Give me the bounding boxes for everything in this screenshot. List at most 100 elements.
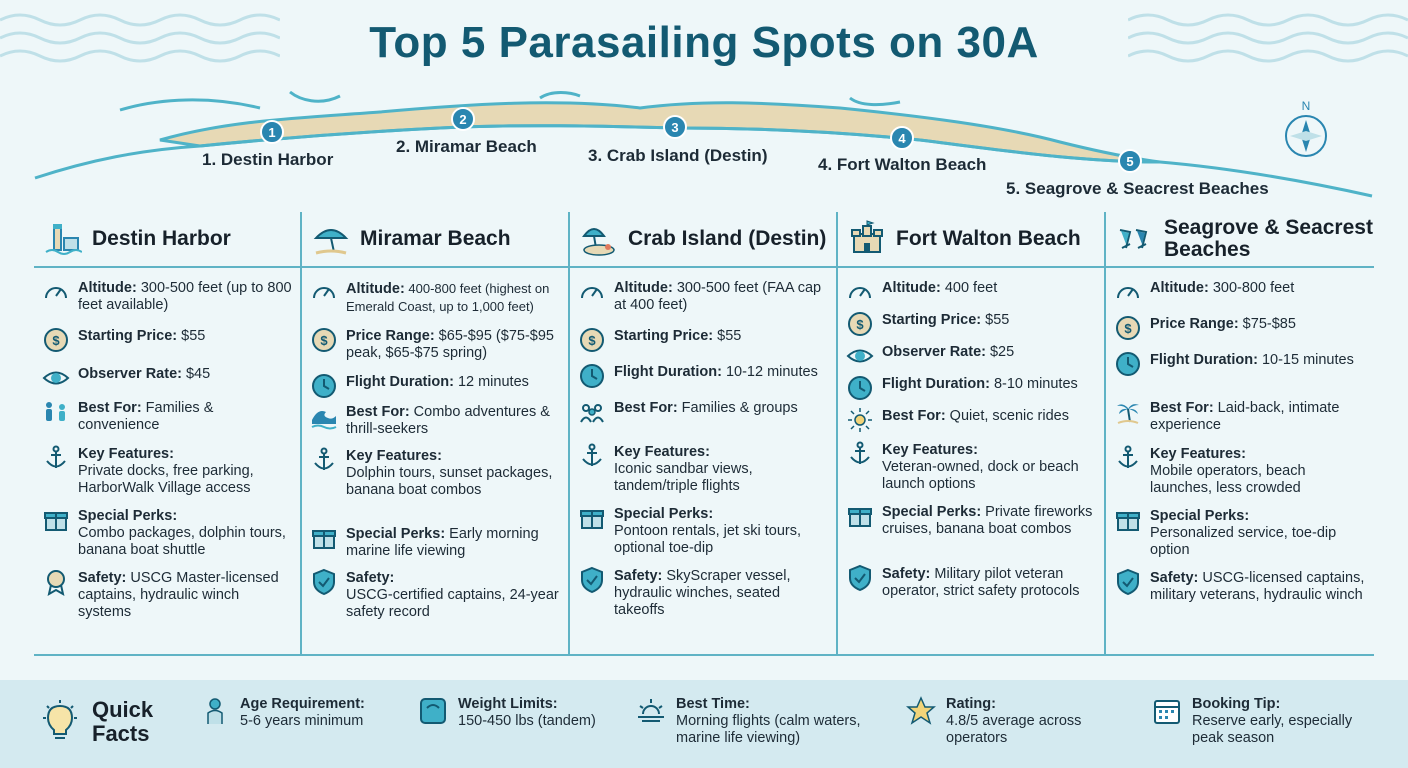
clock-icon bbox=[1116, 352, 1140, 376]
map-marker-1[interactable]: 1 bbox=[260, 120, 284, 144]
detail-label: Price Range: bbox=[346, 328, 435, 344]
fact-booking-tip: Booking Tip: Reserve early, especially pe… bbox=[1152, 696, 1372, 747]
star-icon bbox=[906, 696, 936, 725]
detail-key-features: Key Features: Veteran-owned, dock or beac… bbox=[846, 440, 1098, 502]
detail-value: Mobile operators, beach launches, less c… bbox=[1150, 463, 1306, 496]
gauge-icon bbox=[45, 287, 67, 299]
detail-price: $ Price Range: $75-$85 bbox=[1114, 314, 1368, 350]
map-label-miramar-beach: 2. Miramar Beach bbox=[396, 137, 537, 156]
detail-safety: Safety: USCG Master-licensed captains, h… bbox=[42, 568, 294, 621]
detail-key-features: Key Features: Mobile operators, beach lau… bbox=[1114, 444, 1368, 506]
detail-value: $55 bbox=[713, 328, 742, 344]
map-marker-4[interactable]: 4 bbox=[890, 126, 914, 150]
detail-altitude: Altitude: 400-800 feet (highest on Emera… bbox=[310, 278, 562, 326]
fact-label: Rating: bbox=[946, 696, 996, 712]
detail-label: Altitude: bbox=[78, 280, 137, 296]
gauge-icon bbox=[1117, 287, 1139, 299]
detail-label: Flight Duration: bbox=[1150, 352, 1258, 368]
detail-label: Key Features: bbox=[1150, 446, 1246, 462]
detail-value: 300-800 feet bbox=[1208, 280, 1295, 296]
detail-value: Military pilot veteran operator, strict … bbox=[882, 566, 1080, 599]
eye-icon bbox=[42, 371, 70, 385]
column-title: Destin Harbor bbox=[92, 227, 231, 250]
detail-label: Best For: bbox=[614, 400, 678, 416]
gift-icon bbox=[580, 510, 604, 529]
dollar-icon: $ bbox=[848, 312, 872, 336]
detail-best-for: Best For: Laid-back, intimate experience bbox=[1114, 398, 1368, 444]
detail-value: Combo adventures & thrill-seekers bbox=[346, 404, 550, 437]
detail-label: Special Perks: bbox=[78, 508, 178, 524]
detail-label: Best For: bbox=[78, 400, 142, 416]
detail-special-perks: Special Perks: Early morning marine life… bbox=[310, 524, 562, 568]
detail-best-for: Best For: Combo adventures & thrill-seek… bbox=[310, 402, 562, 446]
detail-label: Safety: bbox=[614, 568, 663, 584]
detail-label: Starting Price: bbox=[614, 328, 714, 344]
column-miramar-beach: Miramar Beach Altitude: 400-800 feet (hi… bbox=[302, 212, 570, 656]
quick-facts-band: Quick Facts Age Requirement: 5-6 years mi… bbox=[0, 680, 1408, 768]
detail-best-for: Best For: Quiet, scenic rides bbox=[846, 406, 1098, 440]
detail-value: $75-$85 bbox=[1238, 316, 1296, 332]
coastline-map: N 1 2 3 4 5 bbox=[34, 90, 1373, 198]
gift-icon bbox=[848, 508, 872, 527]
detail-value: Early morning marine life viewing bbox=[346, 526, 539, 559]
detail-value: Families & groups bbox=[677, 400, 798, 416]
fact-weight-limits: Weight Limits: 150-450 lbs (tandem) bbox=[418, 696, 596, 730]
map-label-fort-walton-beach: 4. Fort Walton Beach bbox=[818, 155, 987, 174]
svg-text:$: $ bbox=[588, 333, 596, 348]
detail-label: Key Features: bbox=[346, 448, 442, 464]
map-marker-2[interactable]: 2 bbox=[451, 107, 475, 131]
quick-facts-heading: Quick Facts bbox=[92, 697, 154, 746]
compass-letter: N bbox=[1302, 99, 1311, 113]
svg-text:$: $ bbox=[1124, 321, 1132, 336]
anchor-icon bbox=[850, 441, 870, 464]
detail-altitude: Altitude: 300-500 feet (up to 800 feet a… bbox=[42, 278, 294, 326]
detail-value: USCG-licensed captains, military veteran… bbox=[1150, 570, 1365, 603]
bay-inlet bbox=[119, 90, 901, 112]
dollar-icon: $ bbox=[580, 328, 604, 352]
gauge-icon bbox=[313, 287, 335, 299]
column-title: Seagrove & Seacrest Beaches bbox=[1164, 216, 1373, 261]
detail-best-for: Best For: Families & convenience bbox=[42, 398, 294, 444]
map-marker-3[interactable]: 3 bbox=[663, 115, 687, 139]
shield-icon bbox=[313, 568, 335, 596]
detail-key-features: Key Features: Iconic sandbar views, tande… bbox=[578, 442, 830, 504]
anchor-icon bbox=[1118, 445, 1138, 468]
detail-label: Key Features: bbox=[78, 446, 174, 462]
detail-flight-duration: Flight Duration: 10-15 minutes bbox=[1114, 350, 1368, 398]
column-header: Destin Harbor bbox=[34, 212, 300, 268]
compass-icon bbox=[1285, 115, 1327, 157]
column-details: Altitude: 300-500 feet (up to 800 feet a… bbox=[34, 268, 300, 621]
detail-value: Private docks, free parking, HarborWalk … bbox=[78, 463, 254, 496]
detail-special-perks: Special Perks: Private fireworks cruises… bbox=[846, 502, 1098, 564]
detail-label: Altitude: bbox=[1150, 280, 1209, 296]
detail-value: $65-$95 ($75-$95 peak, $65-$75 spring) bbox=[346, 328, 554, 361]
detail-label: Key Features: bbox=[614, 444, 710, 460]
scale-icon bbox=[420, 698, 446, 724]
detail-value: Combo packages, dolphin tours, banana bo… bbox=[78, 525, 286, 558]
column-title: Miramar Beach bbox=[360, 227, 511, 250]
lightbulb-icon bbox=[43, 700, 77, 739]
detail-value: Dolphin tours, sunset packages, banana b… bbox=[346, 465, 553, 498]
anchor-icon bbox=[582, 443, 602, 466]
detail-label: Altitude: bbox=[882, 280, 941, 296]
detail-flight-duration: Flight Duration: 12 minutes bbox=[310, 372, 562, 402]
fact-age-requirement: Age Requirement: 5-6 years minimum bbox=[200, 696, 365, 730]
wave-icon bbox=[311, 411, 337, 430]
detail-label: Flight Duration: bbox=[346, 374, 454, 390]
fact-value: Morning flights (calm waters, marine lif… bbox=[676, 713, 861, 746]
detail-label: Special Perks: bbox=[1150, 508, 1250, 524]
detail-value: 300-500 feet (up to 800 feet available) bbox=[78, 280, 292, 313]
detail-value: 400-800 feet (highest on Emerald Coast, … bbox=[346, 281, 550, 314]
detail-safety: Safety: SkyScraper vessel, hydraulic win… bbox=[578, 566, 830, 619]
award-icon bbox=[47, 570, 65, 596]
detail-key-features: Key Features: Dolphin tours, sunset packa… bbox=[310, 446, 562, 524]
eye-icon bbox=[846, 349, 874, 363]
shield-icon bbox=[1117, 568, 1139, 596]
map-marker-5[interactable]: 5 bbox=[1118, 149, 1142, 173]
section-divider bbox=[34, 654, 1374, 656]
column-details: Altitude: 400-800 feet (highest on Emera… bbox=[302, 268, 568, 621]
detail-label: Key Features: bbox=[882, 442, 978, 458]
column-details: Altitude: 300-800 feet $ Price Range: $7… bbox=[1106, 268, 1374, 604]
gift-icon bbox=[1116, 512, 1140, 531]
shield-icon bbox=[581, 566, 603, 594]
